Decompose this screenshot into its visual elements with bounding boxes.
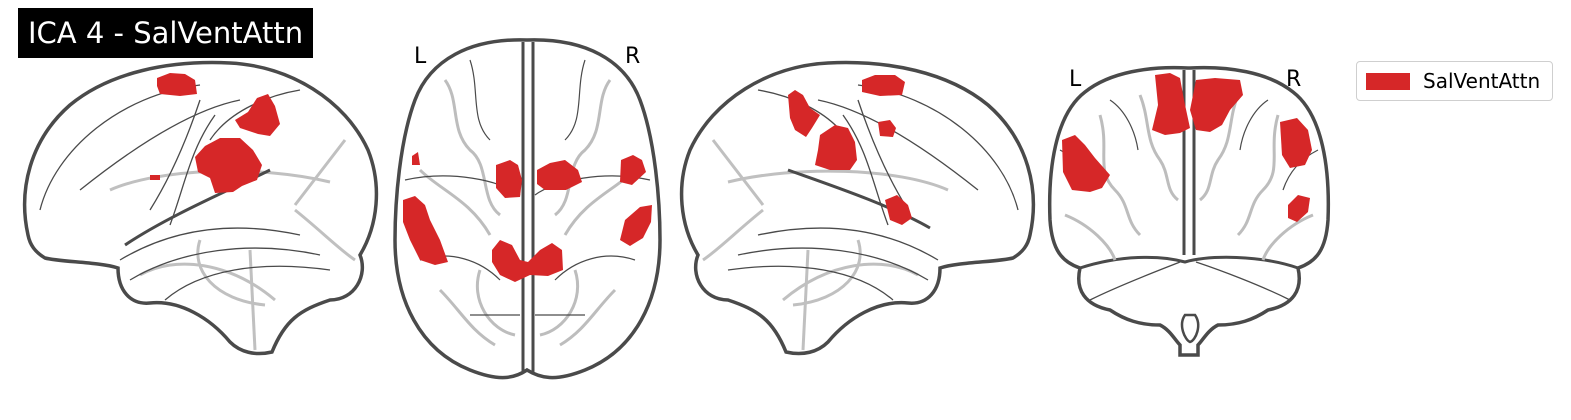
legend-label: SalVentAttn <box>1423 69 1541 93</box>
right-sagittal-activation <box>788 75 912 225</box>
coronal-view <box>1047 65 1331 357</box>
coronal-activation <box>1062 73 1312 222</box>
right-sagittal-outline <box>679 60 1036 356</box>
axial-left-label: L <box>414 44 427 69</box>
axial-right-label: R <box>625 44 641 69</box>
coronal-outline <box>1047 65 1331 357</box>
left-sagittal-view <box>22 60 379 356</box>
axial-view <box>393 38 662 380</box>
coronal-left-label: L <box>1069 67 1082 92</box>
legend: SalVentAttn <box>1356 61 1553 101</box>
left-sagittal-activation <box>150 73 280 193</box>
legend-swatch <box>1366 72 1410 90</box>
right-sagittal-view <box>679 60 1036 356</box>
figure-title: ICA 4 - SalVentAttn <box>18 8 314 58</box>
axial-outline <box>393 38 662 380</box>
right-sagittal-lateral-sulcus <box>787 168 931 230</box>
axial-activation <box>403 152 652 282</box>
coronal-right-label: R <box>1286 67 1302 92</box>
left-sagittal-outline <box>22 60 379 356</box>
